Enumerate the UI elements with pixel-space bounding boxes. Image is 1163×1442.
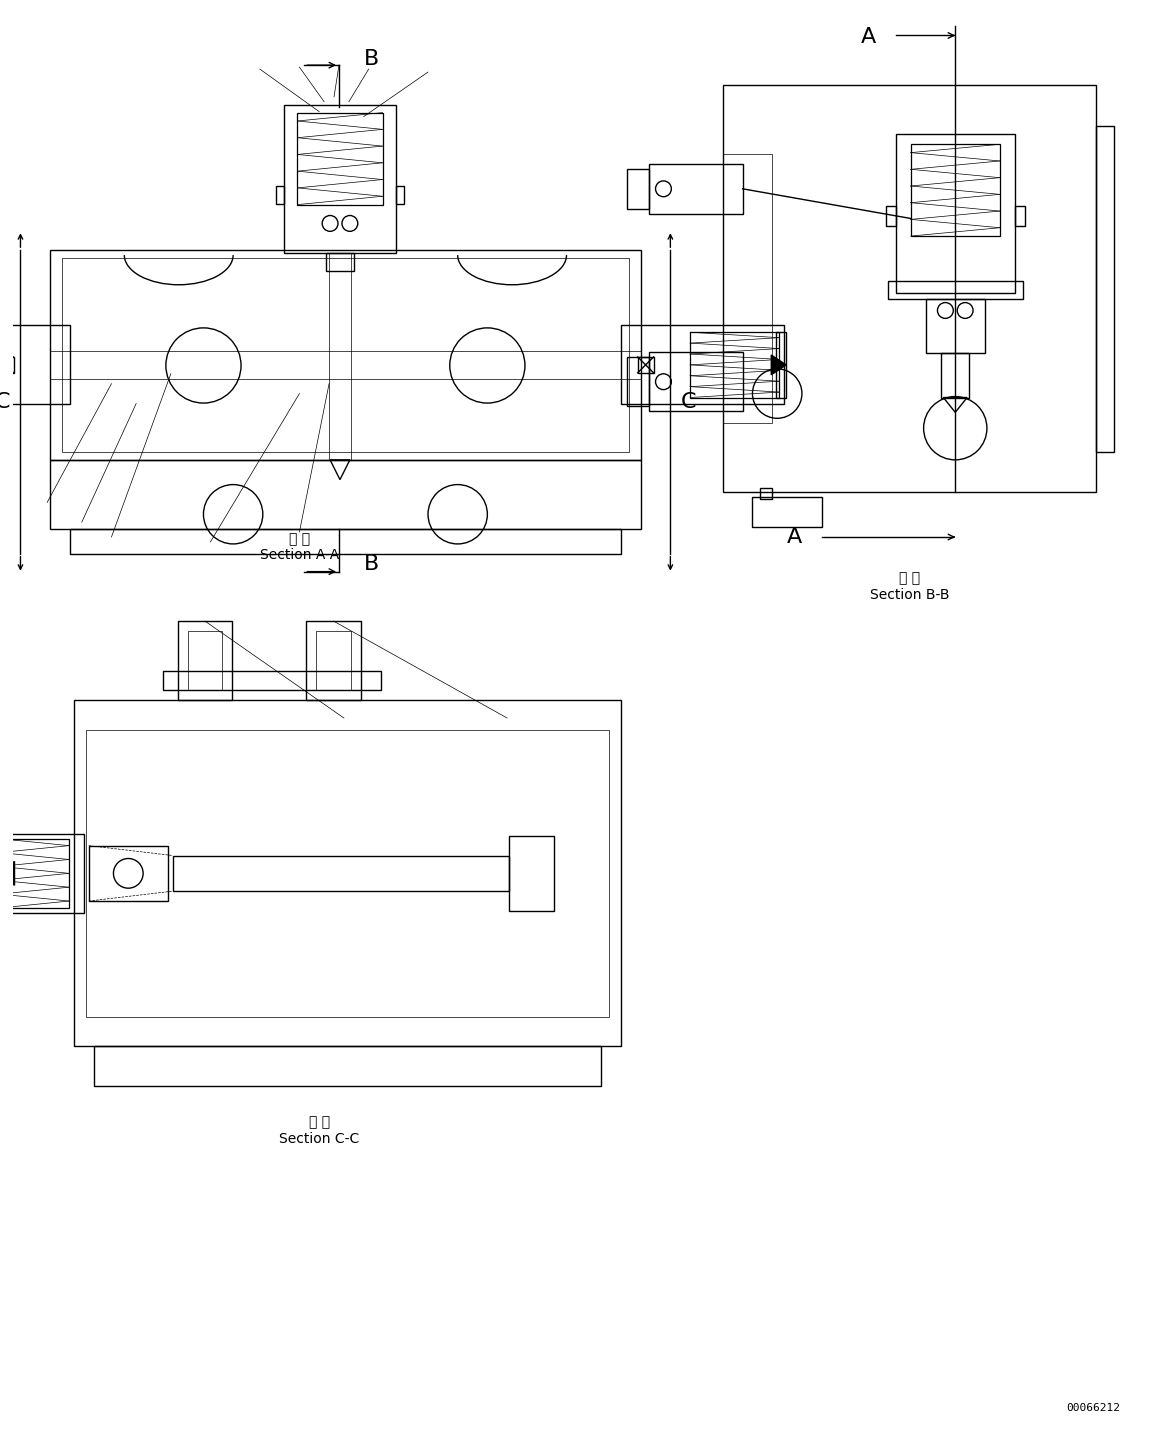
- Text: A: A: [861, 27, 876, 48]
- Text: 断 面
Section A-A: 断 面 Section A-A: [259, 532, 340, 562]
- Bar: [88, 845, 167, 901]
- Text: 00066212: 00066212: [1066, 1403, 1120, 1413]
- Text: A: A: [786, 526, 802, 547]
- Bar: [306, 622, 361, 701]
- Bar: [761, 487, 772, 499]
- Bar: [776, 332, 786, 398]
- Bar: [1096, 125, 1113, 451]
- Bar: [86, 730, 609, 1017]
- Bar: [284, 105, 397, 254]
- Bar: [722, 85, 1096, 493]
- Bar: [298, 112, 383, 205]
- Bar: [1014, 206, 1025, 226]
- Bar: [627, 169, 649, 209]
- Bar: [941, 353, 969, 398]
- Bar: [50, 249, 641, 460]
- Text: 断 面
Section C-C: 断 面 Section C-C: [279, 1116, 359, 1145]
- Polygon shape: [0, 861, 14, 885]
- Bar: [509, 836, 554, 911]
- Text: B: B: [364, 554, 379, 574]
- Bar: [0, 839, 69, 908]
- Bar: [627, 358, 649, 407]
- Bar: [649, 164, 743, 213]
- Polygon shape: [771, 355, 786, 375]
- Bar: [911, 144, 1000, 236]
- Bar: [649, 352, 743, 411]
- Bar: [0, 358, 14, 373]
- Bar: [0, 326, 70, 404]
- Bar: [70, 529, 621, 554]
- Text: B: B: [364, 49, 379, 69]
- Bar: [316, 632, 351, 691]
- Bar: [889, 281, 1022, 298]
- Bar: [173, 855, 509, 891]
- Text: C: C: [680, 392, 695, 412]
- Bar: [896, 134, 1014, 293]
- Bar: [62, 258, 629, 451]
- Bar: [926, 298, 985, 353]
- Bar: [276, 186, 284, 205]
- Bar: [0, 833, 84, 913]
- Bar: [178, 622, 233, 701]
- Bar: [637, 358, 654, 373]
- Bar: [163, 671, 380, 691]
- Text: C: C: [0, 392, 10, 412]
- Text: 断 面
Section B-B: 断 面 Section B-B: [870, 571, 949, 601]
- Bar: [752, 497, 822, 528]
- Bar: [690, 332, 779, 398]
- Bar: [74, 701, 621, 1047]
- Bar: [621, 326, 784, 404]
- Bar: [94, 1047, 601, 1086]
- Bar: [326, 254, 354, 271]
- Bar: [886, 206, 896, 226]
- Bar: [397, 186, 405, 205]
- Bar: [722, 154, 772, 424]
- Bar: [50, 460, 641, 529]
- Bar: [187, 632, 222, 691]
